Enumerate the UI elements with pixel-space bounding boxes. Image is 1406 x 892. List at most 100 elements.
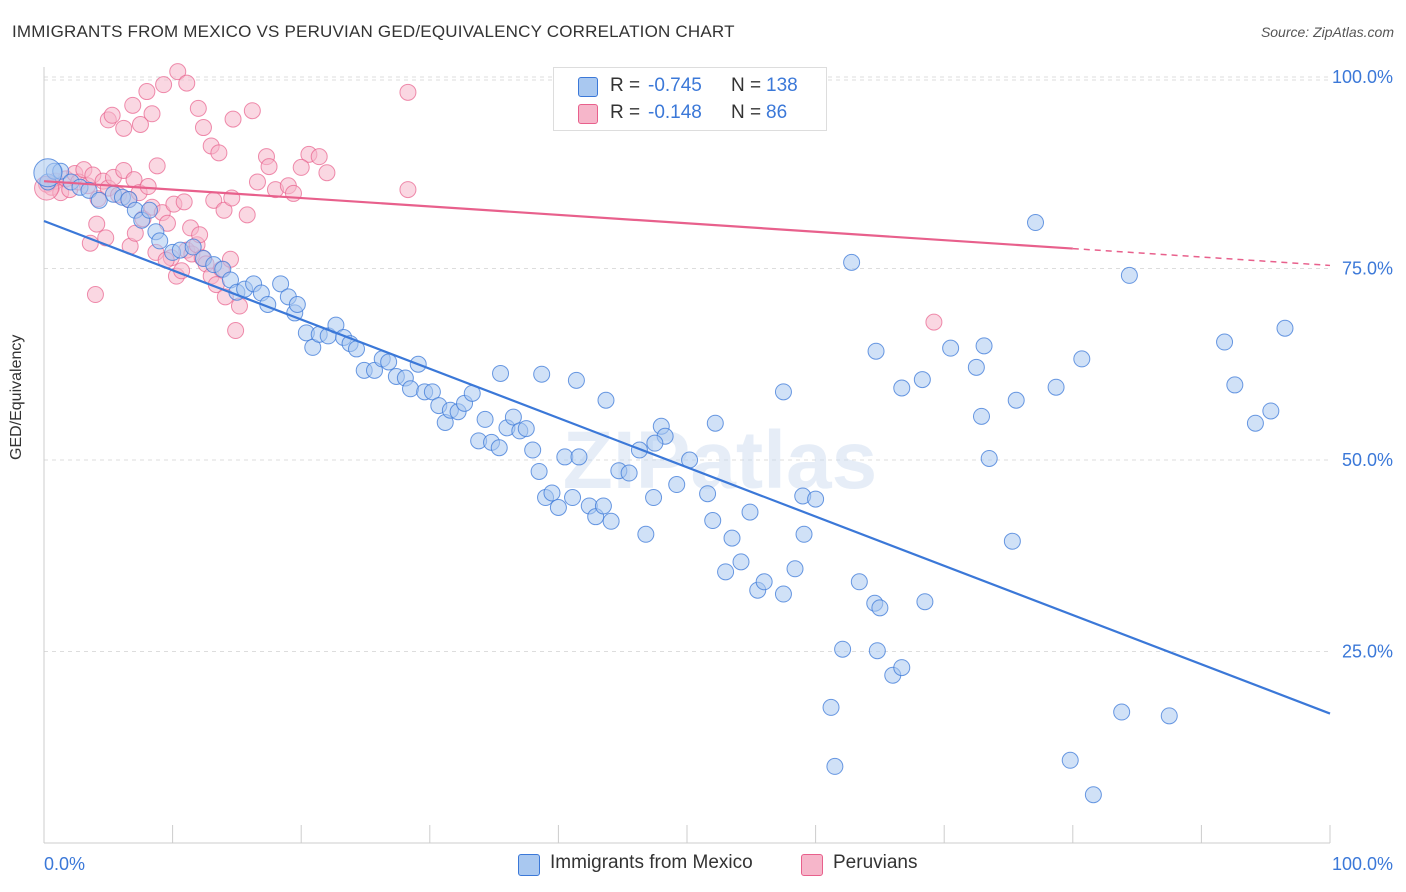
trend-line-peruvians-extension: [1072, 247, 1331, 267]
data-point-peruvians: [310, 148, 328, 166]
data-point-mexico: [1084, 786, 1102, 804]
data-point-mexico: [288, 296, 306, 314]
data-point-mexico: [490, 439, 508, 457]
data-point-mexico: [967, 358, 985, 376]
data-point-mexico: [533, 365, 551, 383]
data-point-peruvians: [318, 164, 336, 182]
data-point-mexico: [637, 525, 655, 543]
data-point-mexico: [1047, 378, 1065, 396]
data-point-peruvians: [138, 83, 156, 101]
data-point-mexico: [1073, 350, 1091, 368]
data-point-mexico: [504, 408, 522, 426]
tick-labels: 100.0% 75.0% 50.0% 25.0% 0.0% 100.0%: [44, 67, 1393, 874]
data-point-mexico: [867, 342, 885, 360]
data-point-mexico: [530, 462, 548, 480]
legend-swatch-peruvians: [801, 854, 823, 876]
data-point-mexico: [913, 371, 931, 389]
data-point-mexico: [645, 489, 663, 507]
legend-r-label: R =: [610, 102, 641, 123]
data-point-mexico: [732, 553, 750, 571]
legend-label-mexico: Immigrants from Mexico: [550, 852, 753, 873]
data-point-mexico: [975, 337, 993, 355]
legend-swatch-peruvians: [578, 104, 598, 124]
legend-n-value: 138: [766, 75, 798, 96]
data-point-mexico: [646, 434, 664, 452]
legend-n-label: N =: [731, 75, 762, 96]
trend-line-peruvians: [43, 180, 1073, 250]
data-point-mexico: [774, 585, 792, 603]
data-point-peruvians: [97, 229, 115, 247]
data-point-peruvians: [224, 110, 242, 128]
data-point-mexico: [140, 201, 158, 219]
data-point-mexico: [1226, 376, 1244, 394]
data-point-mexico: [706, 414, 724, 432]
series-mexico-points: [33, 158, 1294, 804]
data-point-mexico: [423, 383, 441, 401]
data-point-peruvians: [260, 158, 278, 176]
data-point-mexico: [476, 410, 494, 428]
data-point-mexico: [594, 497, 612, 515]
y-tick-label: 25.0%: [1342, 642, 1393, 662]
data-point-peruvians: [131, 115, 149, 133]
data-point-peruvians: [194, 119, 212, 137]
data-point-mexico: [942, 339, 960, 357]
data-point-peruvians: [230, 297, 248, 315]
data-point-peruvians: [210, 144, 228, 162]
y-tick-label: 100.0%: [1332, 67, 1393, 87]
data-point-mexico: [33, 158, 63, 188]
data-point-mexico: [786, 560, 804, 578]
data-point-peruvians: [178, 74, 196, 92]
data-point-mexico: [570, 448, 588, 466]
x-tick-label: 100.0%: [1332, 854, 1393, 874]
data-point-peruvians: [284, 184, 302, 202]
data-point-mexico: [272, 275, 290, 293]
data-point-mexico: [184, 238, 202, 256]
data-point-mexico: [380, 353, 398, 371]
data-point-mexico: [1120, 266, 1138, 284]
grid-lines: [44, 76, 1330, 652]
chart-title: IMMIGRANTS FROM MEXICO VS PERUVIAN GED/E…: [12, 22, 735, 41]
data-point-mexico: [549, 498, 567, 516]
data-point-peruvians: [399, 181, 417, 199]
data-point-peruvians: [248, 173, 266, 191]
data-point-peruvians: [155, 76, 173, 94]
data-point-mexico: [1262, 402, 1280, 420]
data-point-peruvians: [103, 106, 121, 124]
data-point-mexico: [774, 383, 792, 401]
data-point-mexico: [402, 380, 420, 398]
data-point-mexico: [1160, 707, 1178, 725]
data-point-mexico: [834, 640, 852, 658]
data-point-peruvians: [124, 96, 142, 114]
data-point-mexico: [80, 181, 98, 199]
legend-swatch-mexico: [518, 854, 540, 876]
data-point-mexico: [741, 503, 759, 521]
data-point-peruvians: [86, 286, 104, 304]
data-point-mexico: [893, 659, 911, 677]
data-point-mexico: [602, 512, 620, 530]
data-point-mexico: [807, 490, 825, 508]
data-point-mexico: [871, 599, 889, 617]
correlation-legend: R = -0.745 N = 138 R = -0.148 N = 86: [553, 67, 827, 131]
y-tick-label: 75.0%: [1342, 259, 1393, 279]
data-point-peruvians: [215, 201, 233, 219]
data-point-peruvians: [88, 215, 106, 233]
data-point-mexico: [620, 464, 638, 482]
data-point-mexico: [822, 698, 840, 716]
legend-row-peruvians: R = -0.148 N = 86: [554, 101, 826, 125]
data-point-peruvians: [148, 157, 166, 175]
data-point-peruvians: [115, 119, 133, 137]
data-point-mexico: [704, 512, 722, 530]
data-point-peruvians: [143, 105, 161, 123]
data-point-mexico: [597, 391, 615, 409]
trend-line-mexico: [43, 219, 1331, 715]
legend-r-label: R =: [610, 75, 641, 96]
data-point-mexico: [524, 441, 542, 459]
data-point-peruvians: [292, 158, 310, 176]
data-point-peruvians: [169, 63, 187, 81]
data-point-mexico: [723, 529, 741, 547]
data-point-mexico: [843, 253, 861, 271]
data-point-mexico: [1216, 333, 1234, 351]
data-point-mexico: [1027, 214, 1045, 232]
data-point-mexico: [850, 573, 868, 591]
data-point-peruvians: [175, 193, 193, 211]
